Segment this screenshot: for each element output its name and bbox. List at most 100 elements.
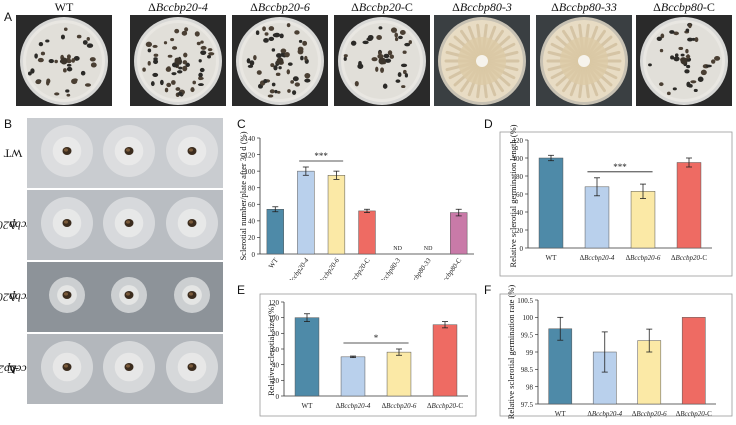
x-tick-label: ΔBccbp20-4 [336, 402, 371, 410]
x-tick-label: ΔBccbp20-6 [382, 402, 417, 410]
x-tick-label: ΔBccbp80-3 [376, 256, 403, 280]
y-tick-label: 120 [513, 137, 524, 145]
error-bar [350, 355, 356, 359]
x-tick-label: ΔBccbp20-4 [284, 256, 311, 280]
chart-svg: 0 20 40 60 80 100 120 140 WT ΔBccbp20-4ΔBccbp20-6… [245, 135, 474, 293]
x-tick-label: ΔBccbp20-C [427, 402, 463, 410]
y-tick-label: 80 [248, 185, 256, 193]
error-bar [304, 313, 310, 322]
x-tick-label: ΔBccbp20-6 [626, 254, 661, 262]
y-tick-label: 80 [516, 173, 524, 181]
y-tick-label: 0 [520, 245, 524, 253]
error-bar [272, 206, 279, 213]
plate-label: ΔBccbp20-4 [148, 0, 208, 14]
plate-label: ΔBccbp80-3 [452, 0, 512, 14]
x-tick-label: WT [555, 410, 567, 418]
y-tick-label: 100 [523, 314, 534, 322]
y-tick-label: 100 [245, 168, 256, 176]
panel-letter-f: F [484, 283, 492, 297]
error-bar [640, 183, 646, 199]
plate-label: ΔBccbp20-6 [250, 0, 310, 14]
bar [297, 170, 315, 255]
error-bar [396, 348, 402, 356]
y-tick-label: 100 [513, 155, 524, 163]
chart-f-germination-rate: 97.5 98 98.5 99 99.5 100 100.5 WT ΔBccbp20-4 ΔBcc… [486, 285, 734, 420]
plate-label: ΔBccbp80-C [653, 0, 715, 14]
x-tick-label: ΔBccbp20-4 [587, 410, 622, 418]
panel-letter-a: A [4, 10, 13, 24]
y-tick-label: 60 [516, 191, 524, 199]
error-bar [594, 177, 600, 197]
y-tick-label: 40 [516, 209, 524, 217]
error-bar [557, 316, 564, 341]
y-tick-label: 60 [272, 346, 280, 354]
bar [681, 317, 706, 405]
y-tick-label: 140 [245, 135, 256, 143]
y-tick-label: 20 [272, 377, 280, 385]
x-tick-label: ΔBccbp80-33 [404, 256, 433, 280]
plate-label: ΔBccbp20-C [351, 0, 413, 14]
bar [538, 157, 564, 249]
y-tick-label: 98.5 [521, 366, 534, 374]
bar [676, 162, 702, 249]
y-tick-label: 0 [276, 393, 280, 401]
y-axis-label: Relative sclerotial germination length (… [508, 124, 518, 268]
x-tick-label: ΔBccbp20-C [344, 256, 371, 280]
y-tick-label: 100 [269, 314, 280, 322]
significance-stars: * [374, 333, 379, 343]
x-tick-label: ΔBccbp20-6 [315, 256, 342, 280]
strain-row-label: ΔBccbp20-6 [0, 290, 39, 305]
strain-row-label: ΔBccbp20-C [0, 362, 34, 377]
x-tick-label: WT [302, 402, 314, 410]
culture-plate-photo [232, 15, 328, 106]
bar [294, 317, 320, 397]
panel-letter-d: D [484, 117, 493, 131]
x-tick-label: WT [267, 256, 280, 270]
culture-plate-photo [636, 15, 732, 106]
error-bar [455, 208, 462, 217]
plate-label: ΔBccbp80-33 [551, 0, 617, 14]
y-axis-label: Relative sclerotial germination rate (%) [506, 284, 516, 420]
chart-frame [499, 293, 733, 417]
y-tick-label: 40 [272, 361, 280, 369]
y-tick-label: 0 [252, 251, 256, 259]
panel-letter-e: E [237, 283, 246, 297]
y-tick-label: 99.5 [521, 331, 534, 339]
x-tick-label: ΔBccbp80-C [436, 256, 463, 280]
x-tick-label: ΔBccbp20-6 [632, 410, 667, 418]
chart-svg: 0 20 40 60 80 100 120 WT ΔBccbp20-4 ΔBccbp20-6 ΔBc… [259, 293, 477, 417]
x-tick-label: ΔBccbp20-C [671, 254, 707, 262]
significance-stars: *** [613, 162, 627, 172]
sclerotia-germination-photo [27, 334, 223, 404]
chart-d-germination-length: 0 20 40 60 80 100 120 WT ΔBccbp20-4 ΔBccbp20-6 ΔBc… [486, 124, 734, 280]
bar [432, 324, 458, 397]
bar [266, 209, 284, 255]
y-axis-label: Relative sclerotial size (%) [266, 304, 276, 396]
culture-plate-photo [16, 15, 112, 106]
error-bar [686, 157, 692, 168]
sclerotia-germination-photo [27, 190, 223, 260]
chart-svg: 97.5 98 98.5 99 99.5 100 100.5 WT ΔBccbp20-4 ΔBcc… [499, 293, 733, 418]
culture-plate-photo [334, 15, 430, 106]
error-bar [302, 166, 309, 176]
annotation-nd: ND [424, 246, 433, 252]
y-tick-label: 80 [272, 330, 280, 338]
y-tick-label: 99 [526, 349, 534, 357]
significance-stars: *** [314, 151, 328, 161]
chart-svg: 0 20 40 60 80 100 120 WT ΔBccbp20-4 ΔBccbp20-6 ΔBc… [499, 131, 733, 277]
bar [327, 175, 346, 255]
bar [630, 191, 656, 249]
y-tick-label: 60 [248, 201, 256, 209]
x-tick-label: WT [546, 254, 558, 262]
culture-plate-photo [130, 15, 226, 106]
bar [340, 356, 366, 397]
culture-plate-photo [536, 15, 632, 106]
error-bar [333, 170, 340, 180]
y-tick-label: 20 [516, 227, 524, 235]
x-tick-label: ΔBccbp20-C [676, 410, 712, 418]
error-bar [646, 328, 653, 353]
sclerotia-germination-photo [27, 262, 223, 332]
annotation-nd: ND [393, 246, 402, 252]
bar [450, 212, 468, 255]
y-tick-label: 100.5 [517, 297, 533, 305]
